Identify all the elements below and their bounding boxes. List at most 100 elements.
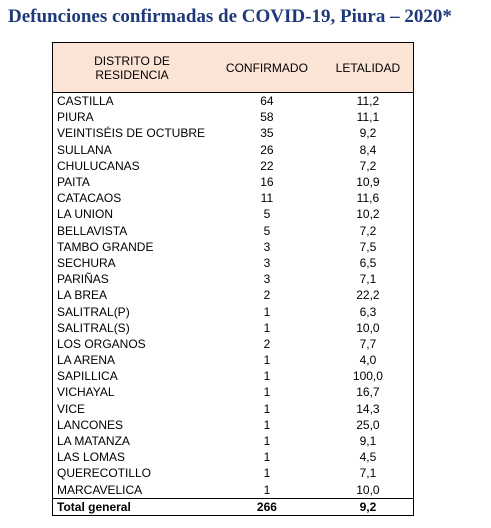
cell: CHULUCANAS xyxy=(57,158,140,173)
cell: 1 xyxy=(263,417,271,432)
cell: 9,2 xyxy=(359,126,377,141)
cell: 6,5 xyxy=(359,255,377,270)
cell: SAPILLICA xyxy=(57,369,118,384)
cell: 64 xyxy=(260,94,274,109)
cell: CATACAOS xyxy=(57,191,122,206)
row: VICHAYAL 1 16,7 xyxy=(53,384,414,400)
cell: TAMBO GRANDE xyxy=(57,239,154,254)
cell: 100,0 xyxy=(352,369,383,384)
cell: LANCONES xyxy=(57,417,124,432)
title: Defunciones confirmadas de COVID-19, Piu… xyxy=(8,6,452,27)
cell: 10,9 xyxy=(356,175,380,190)
table: DISTRITO DE RESIDENCIA CONFIRMADO LETALIDA… xyxy=(52,42,414,516)
row: SULLANA 26 8,4 xyxy=(53,142,414,158)
cell: PARIÑAS xyxy=(57,272,109,287)
cell: 1 xyxy=(263,450,271,465)
cell: LA ARENA xyxy=(57,353,116,368)
cell: 1 xyxy=(263,320,271,335)
cell: 10,0 xyxy=(356,320,380,335)
row: LA BREA 2 22,2 xyxy=(53,287,414,303)
cell: SALITRAL(P) xyxy=(57,304,130,319)
row: LA ARENA 1 4,0 xyxy=(53,352,414,368)
cell: LA UNION xyxy=(57,207,114,222)
header-cell: LETALIDAD xyxy=(322,42,414,93)
cell: 1 xyxy=(263,482,271,497)
cell: 3 xyxy=(263,239,271,254)
cell: 1 xyxy=(263,466,271,481)
cell: 5 xyxy=(263,223,271,238)
row: CHULUCANAS 22 7,2 xyxy=(53,158,414,174)
cell: 1 xyxy=(263,401,271,416)
row: TAMBO GRANDE 3 7,5 xyxy=(53,239,414,255)
total-cell: 9,2 xyxy=(322,497,414,516)
cell: BELLAVISTA xyxy=(57,223,128,238)
row: MARCAVELICA 1 10,0 xyxy=(53,482,414,499)
row: PAITA 16 10,9 xyxy=(53,174,414,190)
cell: 1 xyxy=(263,385,271,400)
cell: MARCAVELICA xyxy=(57,482,143,497)
row: QUERECOTILLO 1 7,1 xyxy=(53,465,414,481)
header-cell: CONFIRMADO xyxy=(211,42,323,93)
cell: LA BREA xyxy=(57,288,108,303)
cell: VEINTISÉIS DE OCTUBRE xyxy=(57,126,206,141)
cell: 11 xyxy=(260,191,274,206)
row: CASTILLA 64 11,2 xyxy=(53,93,414,110)
cell: SALITRAL(S) xyxy=(57,320,130,335)
cell: QUERECOTILLO xyxy=(57,466,152,481)
cell: 25,0 xyxy=(356,417,380,432)
row: PIURA 58 11,1 xyxy=(53,109,414,125)
row: LAS LOMAS 1 4,5 xyxy=(53,449,414,465)
cell: 1 xyxy=(263,304,271,319)
cell: 2 xyxy=(263,336,271,351)
cell: PIURA xyxy=(57,110,94,125)
cell: 4,0 xyxy=(359,353,377,368)
cell: 16 xyxy=(260,175,274,190)
cell: 10,2 xyxy=(356,207,380,222)
cell: 11,6 xyxy=(356,191,380,206)
cell: 35 xyxy=(260,126,274,141)
cell: 26 xyxy=(260,142,274,157)
cell: 3 xyxy=(263,255,271,270)
row: CATACAOS 11 11,6 xyxy=(53,190,414,206)
cell: 1 xyxy=(263,353,271,368)
cell: 2 xyxy=(263,288,271,303)
cell: LAS LOMAS xyxy=(57,450,126,465)
cell: 9,1 xyxy=(359,434,377,449)
row: SAPILLICA 1 100,0 xyxy=(53,368,414,384)
cell: 11,2 xyxy=(356,94,380,109)
cell: 1 xyxy=(263,434,271,449)
row: LA UNION 5 10,2 xyxy=(53,206,414,222)
cell: LOS ORGANOS xyxy=(57,336,146,351)
cell: 7,1 xyxy=(359,272,377,287)
row: VEINTISÉIS DE OCTUBRE 35 9,2 xyxy=(53,125,414,141)
cell: 7,7 xyxy=(359,336,377,351)
cell: 14,3 xyxy=(356,401,380,416)
cell: 7,2 xyxy=(359,223,377,238)
cell: 7,5 xyxy=(359,239,377,254)
row: SALITRAL(S) 1 10,0 xyxy=(53,320,414,336)
cell: 11,1 xyxy=(356,110,380,125)
cell: 7,1 xyxy=(359,466,377,481)
table-body: CASTILLA 64 11,2 PIURA 58 11,1 VEINTISÉIS DE O… xyxy=(52,93,414,516)
cell: VICHAYAL xyxy=(57,385,115,400)
cell: 10,0 xyxy=(356,482,380,497)
total-cell: 266 xyxy=(211,497,323,516)
cell: 58 xyxy=(260,110,274,125)
cell: 4,5 xyxy=(359,450,377,465)
header-row: DISTRITO DE RESIDENCIA CONFIRMADO LETALIDA… xyxy=(52,42,414,93)
row: LANCONES 1 25,0 xyxy=(53,417,414,433)
cell: 5 xyxy=(263,207,271,222)
row: LOS ORGANOS 2 7,7 xyxy=(53,336,414,352)
cell: VICE xyxy=(57,401,86,416)
cell: 7,2 xyxy=(359,158,377,173)
cell: 16,7 xyxy=(356,385,380,400)
row: SALITRAL(P) 1 6,3 xyxy=(53,303,414,319)
cell: PAITA xyxy=(57,175,90,190)
header-cell: DISTRITO DE RESIDENCIA xyxy=(52,42,211,93)
cell: 6,3 xyxy=(359,304,377,319)
cell: CASTILLA xyxy=(57,94,114,109)
cell: 22 xyxy=(260,158,274,173)
row: VICE 1 14,3 xyxy=(53,401,414,417)
cell: SECHURA xyxy=(57,255,116,270)
